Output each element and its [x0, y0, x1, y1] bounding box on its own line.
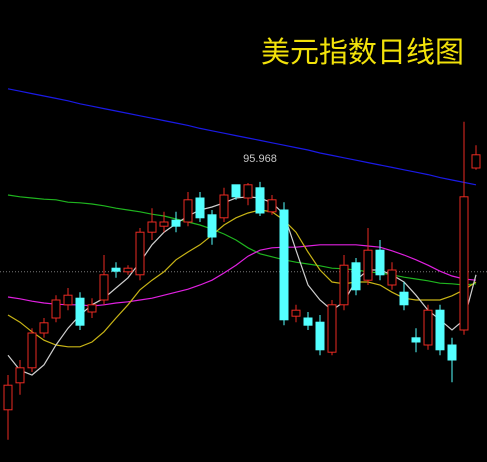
candle-body: [183, 199, 193, 223]
candle-body: [387, 269, 397, 286]
candle-body: [447, 344, 457, 361]
chart-title: 美元指数日线图: [261, 36, 464, 69]
candle-body: [123, 267, 133, 273]
candle-body: [399, 291, 409, 306]
candle-body: [315, 321, 325, 351]
moving-average-line: [7, 194, 477, 286]
moving-average-line: [7, 196, 477, 376]
candle-body: [231, 184, 241, 198]
candle-body: [219, 194, 229, 219]
high-label: 95.968: [243, 153, 277, 165]
candle-body: [3, 384, 13, 411]
candle-body: [435, 309, 445, 351]
candle-body: [267, 199, 277, 213]
candle-body: [27, 332, 37, 369]
candle-body: [171, 219, 181, 227]
candle-body: [39, 322, 49, 334]
candle-body: [423, 309, 433, 346]
candle-body: [51, 299, 61, 319]
candle-body: [375, 249, 385, 276]
candle-body: [135, 231, 145, 276]
candle-body: [327, 304, 337, 353]
candle-body: [63, 294, 73, 306]
candle-body: [147, 221, 157, 233]
moving-average-line: [7, 244, 477, 307]
moving-average-line: [7, 209, 477, 348]
candle-body: [111, 267, 121, 272]
candle-body: [75, 297, 85, 326]
candle-body: [207, 214, 217, 238]
candle-body: [15, 367, 25, 384]
candle-body: [303, 317, 313, 326]
candle-body: [459, 196, 469, 331]
candle-body: [471, 154, 481, 169]
candle-body: [339, 264, 349, 306]
candle-body: [195, 197, 205, 219]
candle-body: [279, 209, 289, 321]
candle-body: [411, 337, 421, 343]
candle-body: [351, 262, 361, 291]
candle-body: [159, 221, 169, 227]
moving-average-line: [7, 88, 477, 186]
candle-body: [243, 184, 253, 199]
candle-body: [255, 187, 265, 214]
candle-body: [291, 309, 301, 317]
candle-body: [363, 249, 373, 281]
candle-body: [99, 274, 109, 301]
candle-body: [87, 304, 97, 313]
